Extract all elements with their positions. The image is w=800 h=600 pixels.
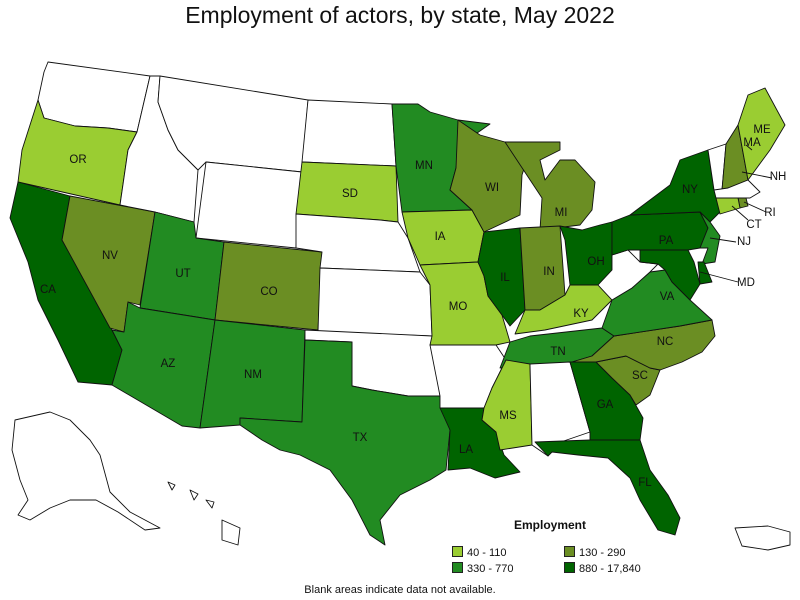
callout-line-4	[731, 205, 749, 221]
state-label-ms: MS	[499, 410, 517, 422]
state-label-ri: RI	[764, 207, 776, 219]
state-fl	[534, 439, 681, 536]
callout-line-2	[741, 171, 773, 179]
state-label-mo: MO	[449, 301, 468, 313]
state-label-in: IN	[543, 266, 555, 278]
legend-swatch-2	[564, 546, 575, 557]
legend-item-1: 40 - 110	[452, 546, 507, 559]
legend-item-4: 880 - 17,840	[564, 562, 641, 575]
state-ks	[317, 267, 433, 337]
state-label-fl: FL	[638, 477, 652, 489]
state-ct	[715, 197, 741, 215]
state-label-ga: GA	[597, 399, 614, 411]
state-ms	[481, 359, 533, 451]
state-label-mi: MI	[555, 207, 568, 219]
state-label-ia: IA	[435, 231, 446, 243]
state-label-wi: WI	[485, 182, 499, 194]
state-label-ct: CT	[746, 219, 761, 231]
state-label-md: MD	[737, 277, 755, 289]
state-pr	[734, 525, 791, 551]
state-label-tx: TX	[353, 432, 368, 444]
callout-line-5	[709, 237, 737, 243]
state-label-nj: NJ	[737, 236, 751, 248]
state-label-ca: CA	[40, 284, 56, 296]
state-label-nc: NC	[657, 336, 674, 348]
legend-swatch-1	[452, 546, 463, 557]
legend-swatch-3	[452, 562, 463, 573]
state-label-co: CO	[260, 286, 277, 298]
callout-line-6	[699, 271, 739, 283]
state-label-mn: MN	[415, 160, 433, 172]
state-hi	[167, 481, 241, 546]
state-label-oh: OH	[587, 256, 604, 268]
legend-title: Employment	[514, 518, 587, 532]
states-layer	[9, 61, 791, 551]
state-label-or: OR	[69, 154, 86, 166]
state-label-ky: KY	[573, 308, 589, 320]
state-nd	[301, 99, 397, 167]
legend-item-3: 330 - 770	[452, 562, 513, 575]
state-tx	[239, 339, 451, 546]
legend-label-3: 330 - 770	[467, 563, 514, 575]
state-ak	[11, 411, 161, 531]
callouts-layer	[699, 144, 773, 283]
labels-layer: OR CA NV UT AZ CO NM SD TX MN IA MO LA WI IL MI IN OH KY TN…	[40, 124, 786, 489]
state-label-nv: NV	[102, 250, 118, 262]
state-label-sc: SC	[632, 370, 648, 382]
state-wy	[195, 161, 303, 249]
state-label-az: AZ	[161, 358, 176, 370]
state-pa	[611, 211, 709, 256]
state-label-ny: NY	[682, 184, 698, 196]
legend-item-2: 130 - 290	[564, 546, 625, 559]
state-label-nh: NH	[770, 171, 787, 183]
state-label-va: VA	[660, 291, 675, 303]
state-label-ma: MA	[743, 137, 761, 149]
state-oh	[559, 221, 613, 286]
legend-label-2: 130 - 290	[579, 547, 626, 559]
state-label-la: LA	[459, 444, 473, 456]
state-label-il: IL	[500, 272, 510, 284]
state-label-pa: PA	[659, 235, 674, 247]
map-title: Employment of actors, by state, May 2022	[185, 2, 615, 28]
callout-line-3	[743, 201, 767, 213]
legend-label-1: 40 - 110	[467, 547, 507, 559]
footnote: Blank areas indicate data not available.	[304, 584, 496, 596]
state-label-sd: SD	[342, 188, 358, 200]
state-label-tn: TN	[550, 346, 565, 358]
legend-swatch-4	[564, 562, 575, 573]
state-label-ut: UT	[175, 268, 190, 280]
callout-line-1	[745, 144, 753, 151]
state-label-nm: NM	[244, 369, 262, 381]
legend-label-4: 880 - 17,840	[579, 563, 641, 575]
state-ny	[629, 149, 721, 223]
state-md	[639, 249, 701, 301]
state-label-me: ME	[753, 124, 771, 136]
